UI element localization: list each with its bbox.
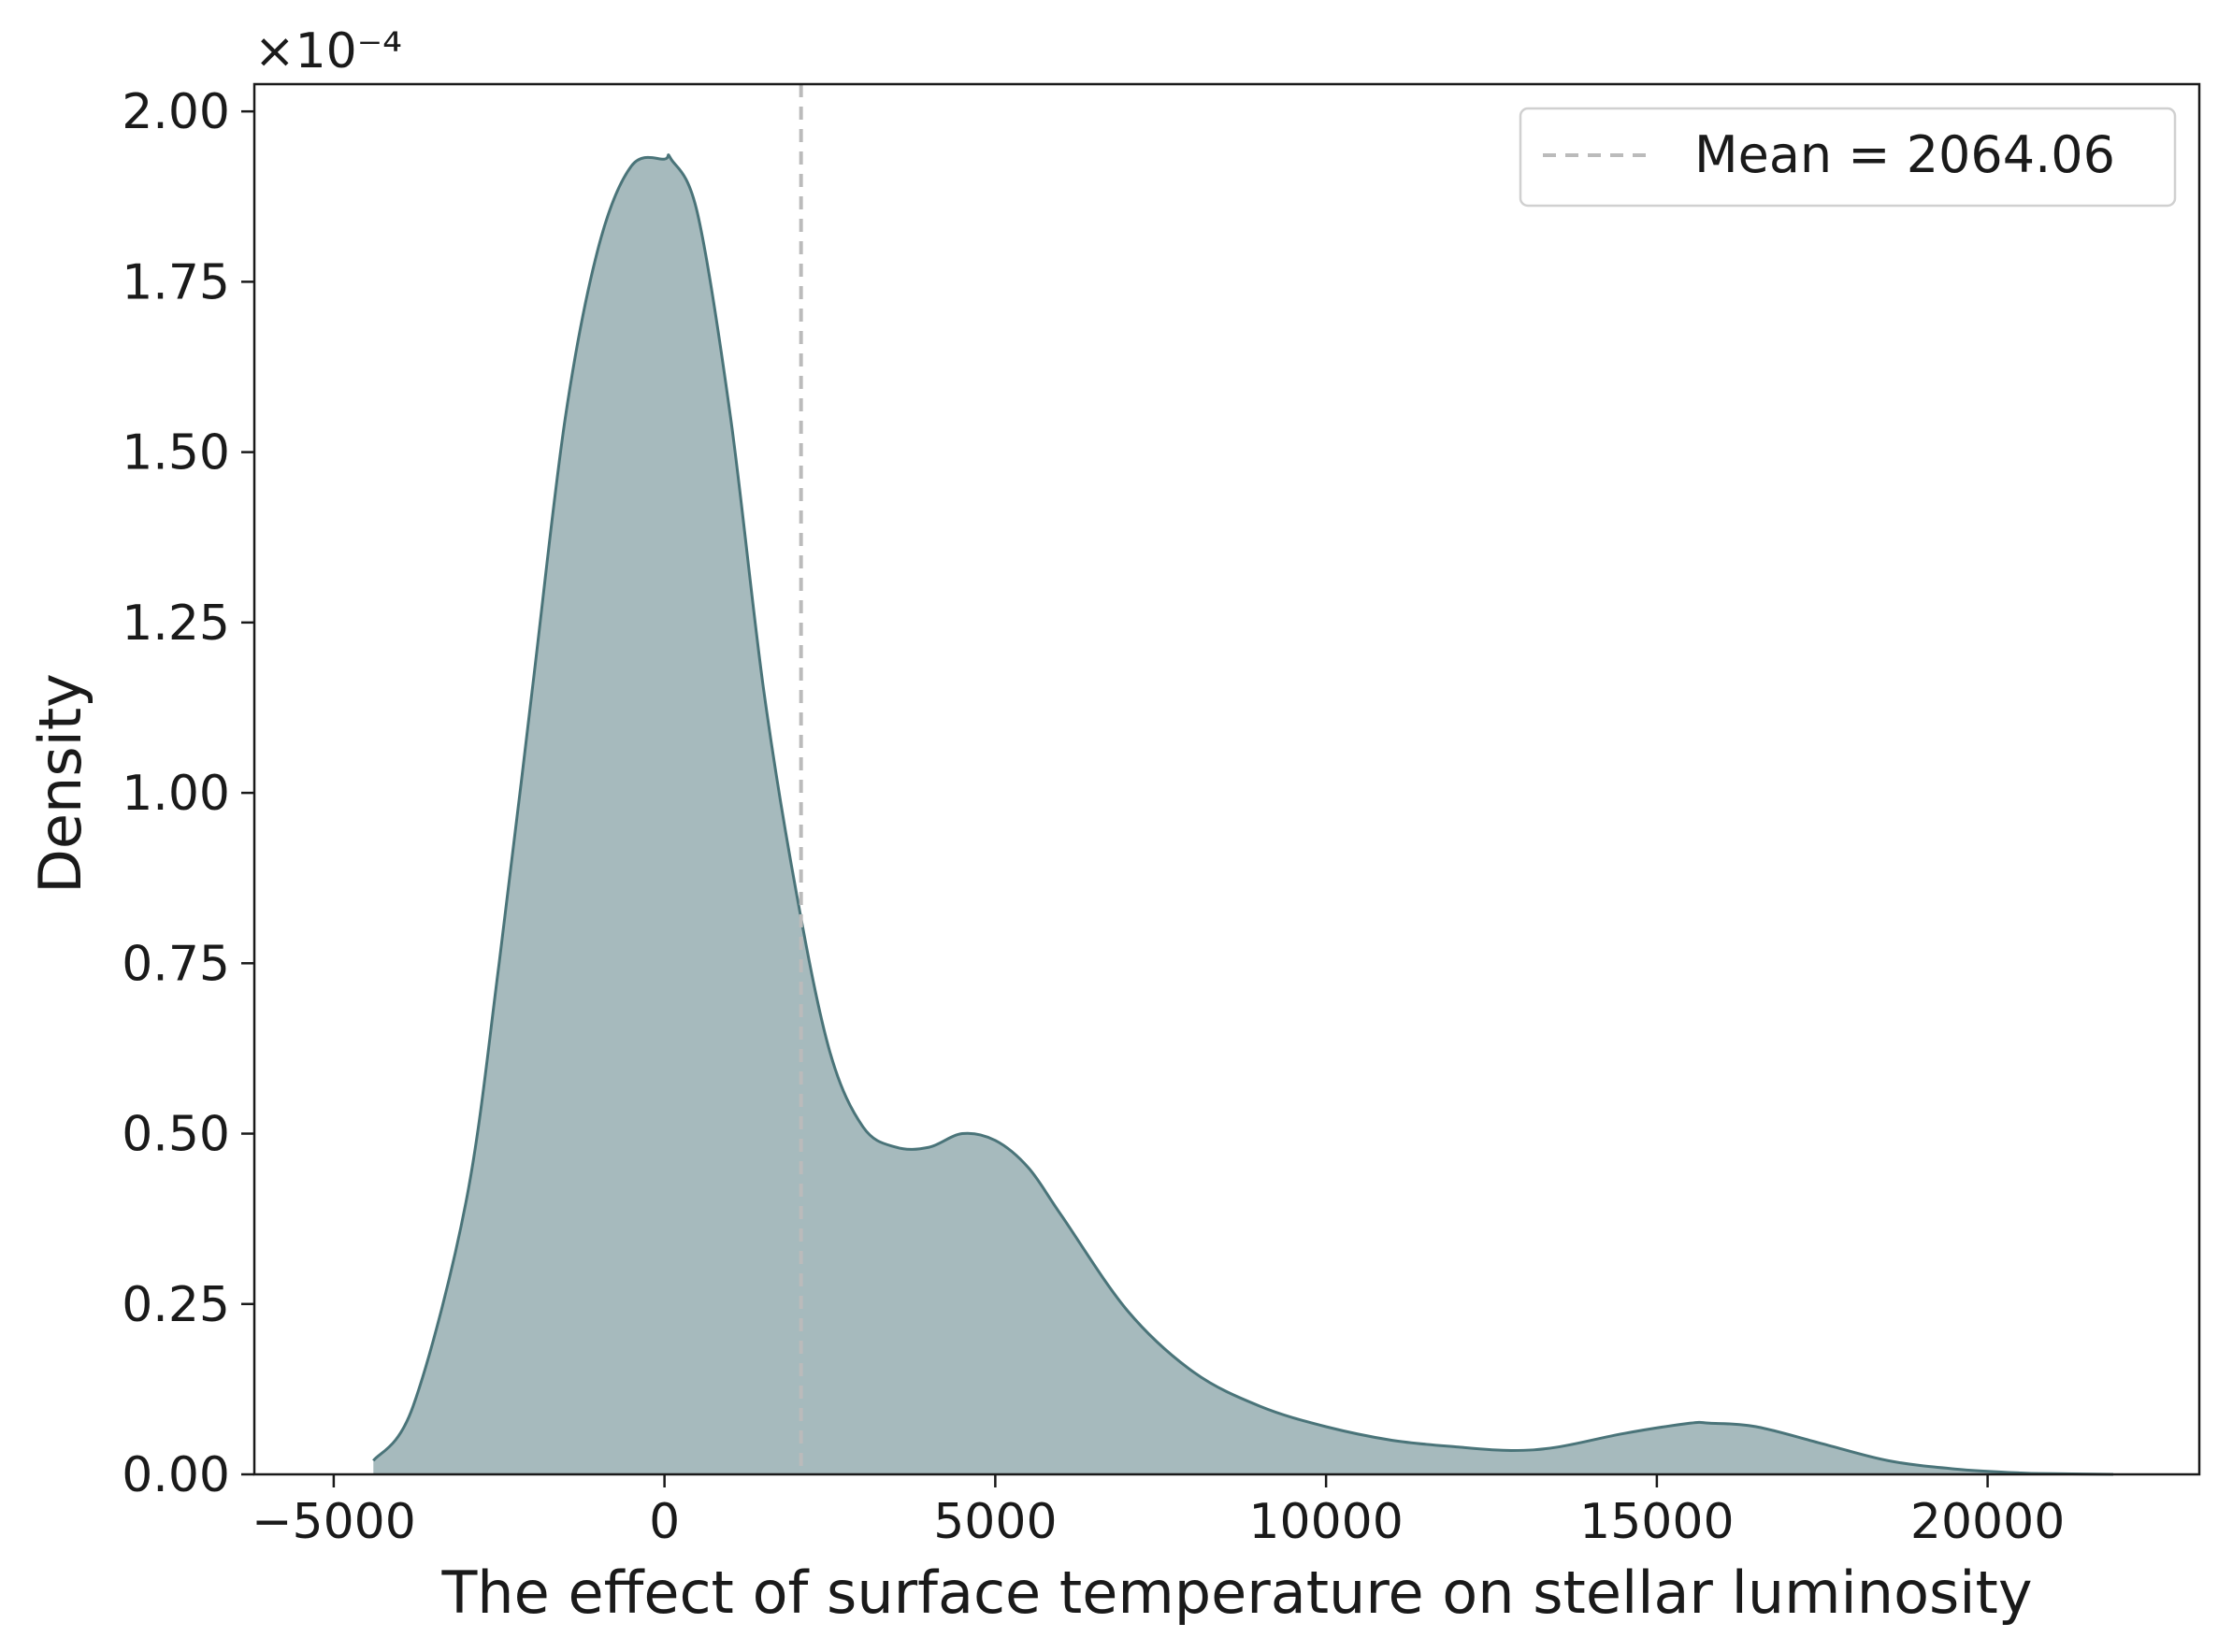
y-tick-label: 1.00: [122, 766, 230, 822]
x-tick-label: 10000: [1248, 1494, 1403, 1550]
x-tick-label: 15000: [1579, 1494, 1734, 1550]
y-tick-label: 0.25: [122, 1277, 230, 1333]
x-axis-title: The effect of surface temperature on ste…: [440, 1559, 2032, 1627]
density-line: [372, 153, 2114, 1476]
y-axis: 0.00 0.25 0.50 0.75 1.00 1.25 1.50 1.75 2.00: [122, 84, 254, 1503]
legend-box: [1519, 107, 2177, 208]
y-tick-label: 1.50: [122, 425, 230, 481]
y-tick-label: 1.25: [122, 596, 230, 652]
x-tick-label: −5000: [252, 1494, 416, 1550]
x-axis: −5000 0 5000 10000 15000 20000: [252, 1474, 2065, 1550]
legend: Mean = 2064.06: [1519, 107, 2177, 208]
legend-entry-mean: Mean = 2064.06: [1694, 125, 2115, 184]
x-tick-label: 0: [649, 1494, 680, 1550]
plot-frame: [252, 82, 2201, 1476]
y-axis-offset-label: ×10⁻⁴: [254, 23, 402, 79]
x-tick-label: 20000: [1910, 1494, 2065, 1550]
density-fill: [373, 154, 2113, 1474]
y-tick-label: 1.75: [122, 254, 230, 310]
y-tick-label: 0.00: [122, 1447, 230, 1503]
plot-area: [372, 84, 2114, 1476]
y-tick-label: 2.00: [122, 84, 230, 140]
x-tick-label: 5000: [933, 1494, 1057, 1550]
y-tick-label: 0.75: [122, 936, 230, 992]
y-axis-title: Density: [26, 673, 94, 894]
y-tick-label: 0.50: [122, 1107, 230, 1163]
